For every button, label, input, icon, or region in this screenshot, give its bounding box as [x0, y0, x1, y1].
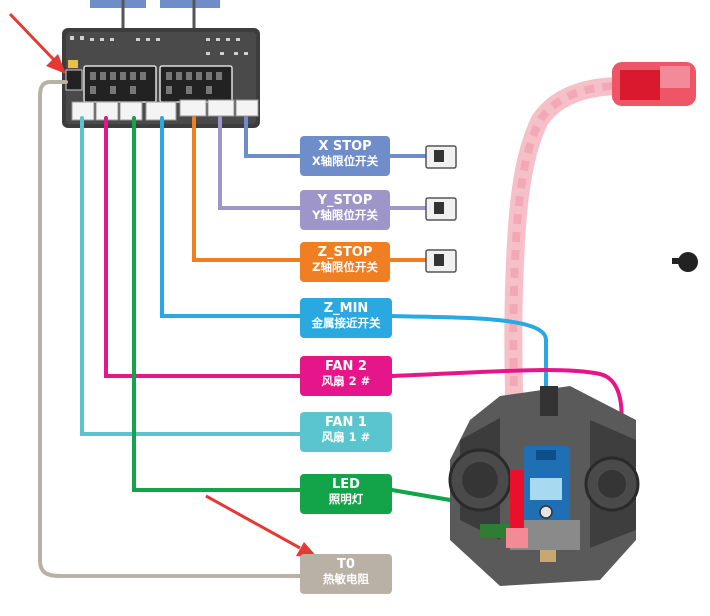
- label-fan-2-title: FAN 2: [325, 359, 367, 374]
- label-fan-2-desc: 风扇 2 #: [321, 373, 371, 388]
- top-cable-1: [90, 0, 146, 8]
- label-y-stop-desc: Y轴限位开关: [312, 207, 378, 222]
- label-z-min-desc: 金属接近开关: [311, 315, 381, 330]
- knob-icon: [672, 252, 698, 272]
- hotend-assembly-icon: [448, 386, 640, 586]
- label-z-stop-title: Z_STOP: [317, 245, 373, 260]
- limit-switch-icon: [425, 145, 457, 273]
- label-z-stop-desc: Z轴限位开关: [312, 259, 378, 274]
- label-fan-2: FAN 2 风扇 2 #: [300, 356, 392, 396]
- label-led-desc: 照明灯: [328, 491, 364, 506]
- label-fan-1-title: FAN 1: [325, 415, 367, 430]
- controller-board-icon: [62, 28, 260, 128]
- label-t0-title: T0: [337, 557, 355, 572]
- label-y-stop: Y_STOP Y轴限位开关: [300, 190, 390, 230]
- label-x-stop: X STOP X轴限位开关: [300, 136, 390, 176]
- label-led-title: LED: [332, 477, 360, 492]
- label-x-stop-desc: X轴限位开关: [311, 153, 379, 168]
- label-z-min: Z_MIN 金属接近开关: [300, 298, 392, 338]
- label-t0-desc: 热敏电阻: [323, 571, 369, 586]
- label-z-min-title: Z_MIN: [323, 301, 369, 316]
- label-led: LED 照明灯: [300, 474, 392, 514]
- label-x-stop-title: X STOP: [318, 139, 372, 154]
- label-y-stop-title: Y_STOP: [317, 193, 373, 208]
- label-fan-1-desc: 风扇 1 #: [321, 429, 371, 444]
- label-z-stop: Z_STOP Z轴限位开关: [300, 242, 390, 282]
- label-fan-1: FAN 1 风扇 1 #: [300, 412, 392, 452]
- top-cable-2: [160, 0, 220, 8]
- label-t0: T0 热敏电阻: [300, 554, 392, 594]
